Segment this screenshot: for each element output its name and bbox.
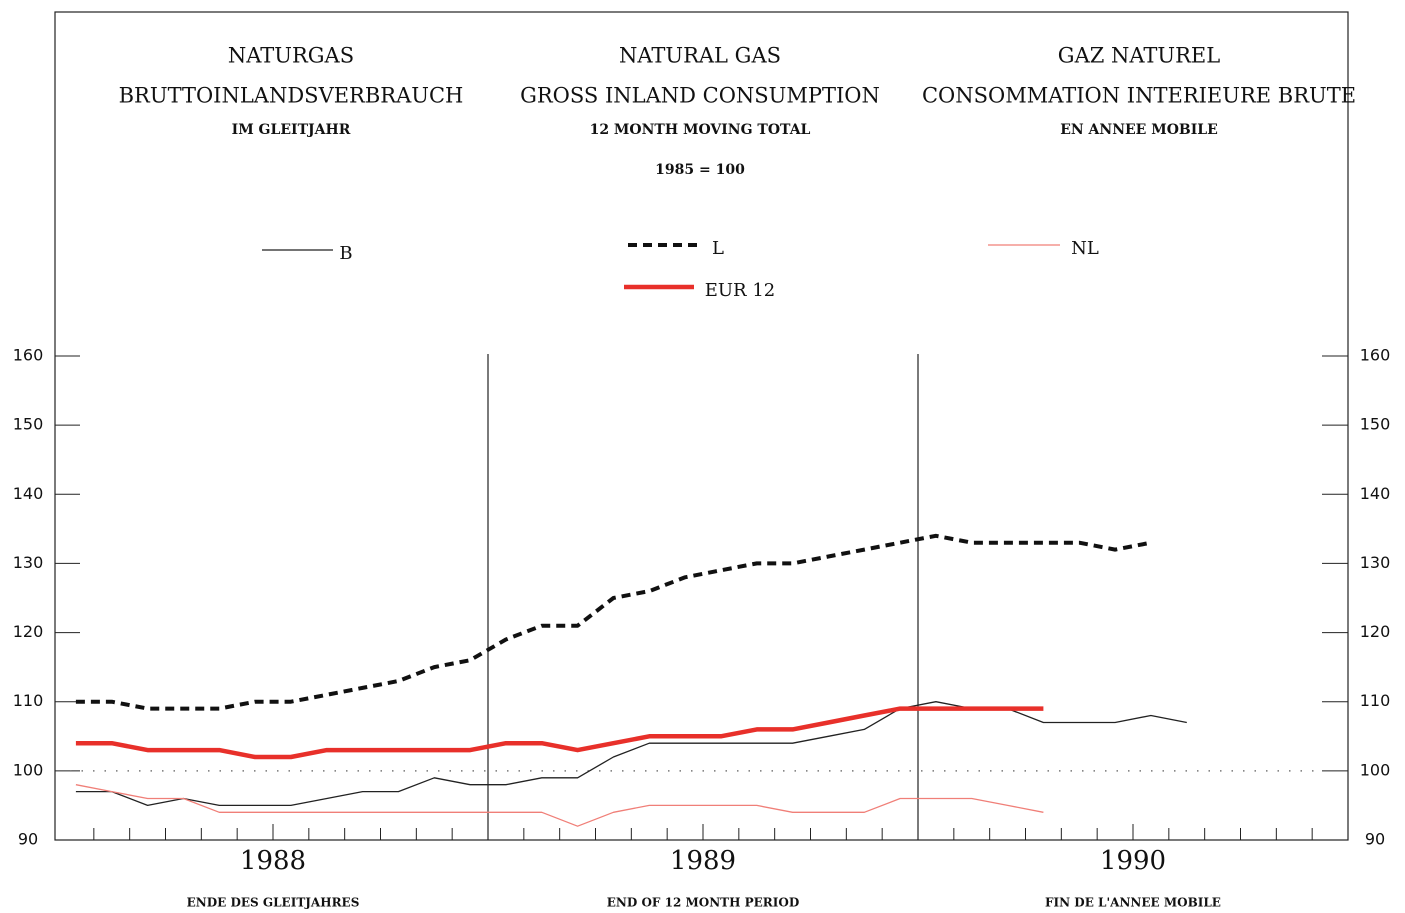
x-group-label: 1989 (670, 846, 736, 876)
y-tick-label: 130 (13, 553, 44, 572)
x-group-label: 1988 (240, 846, 306, 876)
x-axis-label: END OF 12 MONTH PERIOD (607, 896, 800, 910)
x-axis-label: ENDE DES GLEITJAHRES (187, 896, 360, 910)
y-tick-label-right: 90 (1365, 830, 1385, 849)
y-tick-label: 140 (13, 484, 44, 503)
x-axis-label: FIN DE L'ANNEE MOBILE (1045, 896, 1221, 910)
title-line: CONSOMMATION INTERIEURE BRUTE (922, 84, 1356, 108)
title-line: NATURAL GAS (619, 44, 781, 68)
title-line: EN ANNEE MOBILE (1060, 122, 1218, 138)
y-tick-label-right: 150 (1360, 415, 1391, 434)
title-line: BRUTTOINLANDSVERBRAUCH (119, 84, 464, 108)
frame (54, 11, 1349, 841)
legend-label: B (339, 243, 352, 264)
y-tick-label-right: 160 (1360, 346, 1391, 365)
y-tick-label: 150 (13, 415, 44, 434)
title-line: GROSS INLAND CONSUMPTION (520, 84, 880, 108)
legend-label: L (712, 238, 724, 259)
series-line (75, 784, 1044, 827)
y-tick-label-right: 110 (1360, 691, 1391, 710)
subtitle: 1985 = 100 (655, 162, 745, 178)
title-line: 12 MONTH MOVING TOTAL (590, 122, 811, 138)
y-tick-label-right: 100 (1360, 760, 1391, 779)
legend-label: EUR 12 (705, 280, 776, 301)
y-tick-label-right: 130 (1360, 553, 1391, 572)
y-tick-label-right: 120 (1360, 622, 1391, 641)
series-line (75, 533, 1152, 711)
y-tick-label: 160 (13, 346, 44, 365)
title-line: GAZ NATUREL (1058, 44, 1220, 68)
title-line: NATURGAS (228, 44, 354, 68)
x-group-label: 1990 (1100, 846, 1166, 876)
series-line (75, 706, 1044, 760)
y-tick-label: 90 (18, 830, 38, 849)
y-tick-label: 120 (13, 622, 44, 641)
title-line: IM GLEITJAHR (232, 122, 351, 138)
y-tick-label: 110 (13, 691, 44, 710)
legend-label: NL (1071, 238, 1099, 259)
y-tick-label-right: 140 (1360, 484, 1391, 503)
y-tick-label: 100 (13, 760, 44, 779)
